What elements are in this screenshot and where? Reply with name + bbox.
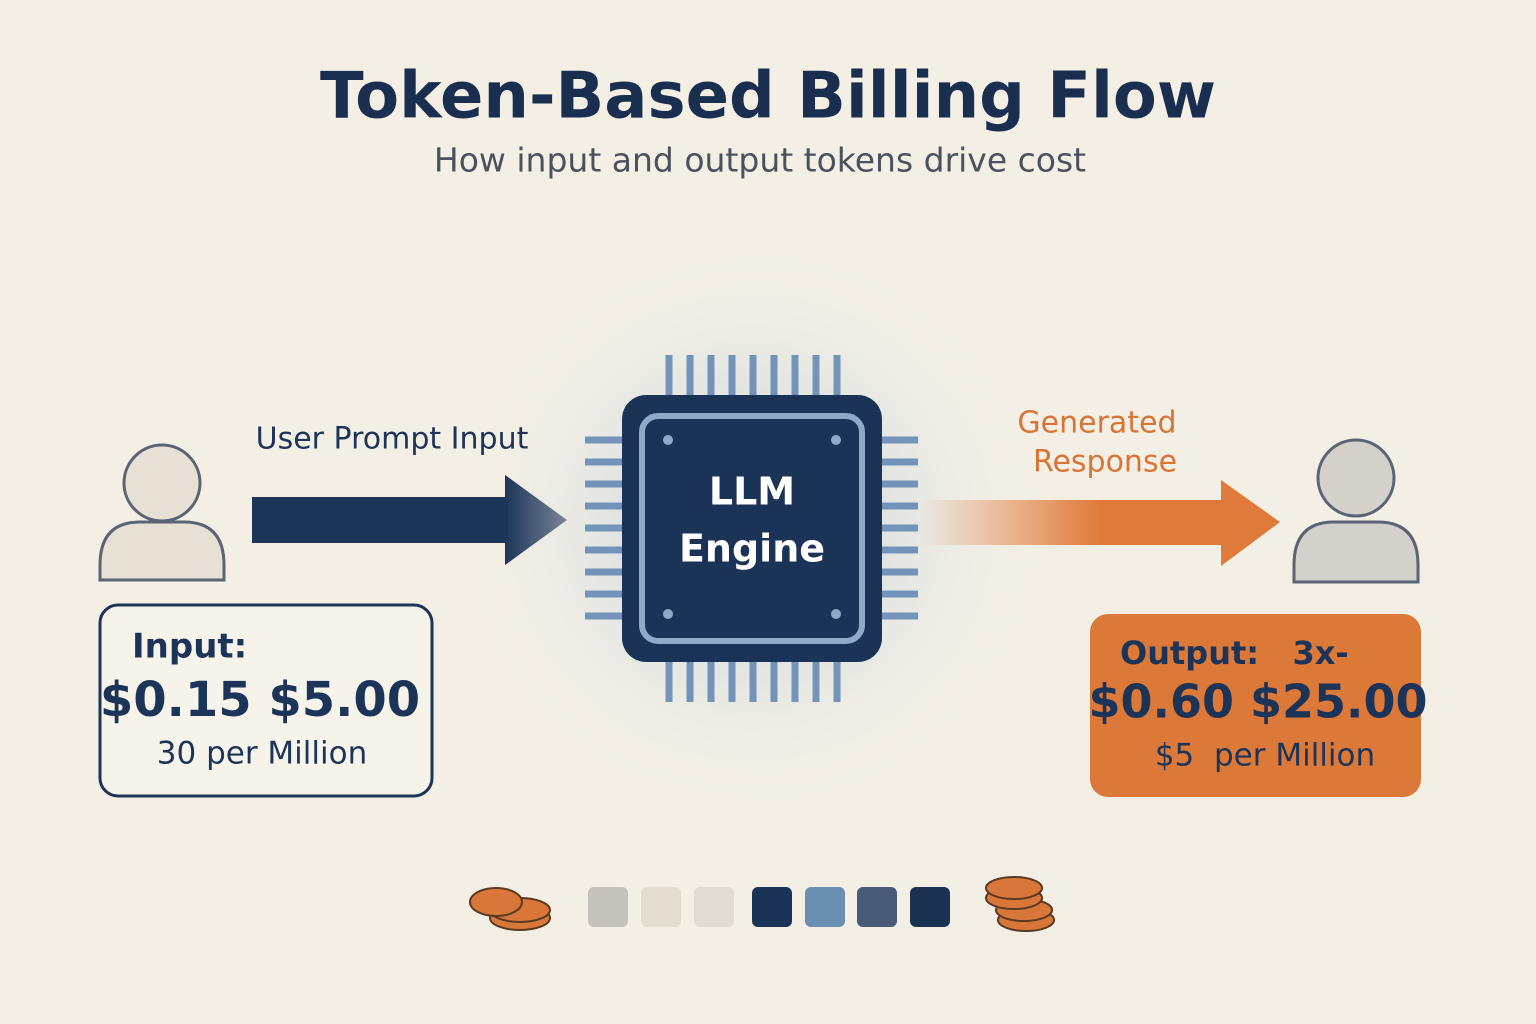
input-arrow-head — [505, 475, 567, 565]
output-unit: $5 per Million — [1155, 738, 1375, 774]
coins — [985, 876, 1055, 932]
input-price: $0.15 $5.00 — [100, 672, 420, 728]
output-arrow-head — [1221, 480, 1280, 566]
output-arrow — [920, 500, 1224, 545]
output-box-label: Output: 3x- — [1120, 634, 1349, 672]
output-box — [1090, 614, 1421, 797]
output-arrow-label: Response — [1033, 445, 1177, 480]
input-arrow — [252, 497, 508, 543]
output-price: $0.60 $25.00 — [1088, 675, 1427, 729]
chip-pins — [585, 355, 918, 702]
title: Token-Based Billing Flow — [320, 60, 1216, 134]
input-box — [98, 603, 434, 798]
chip-label: LLM — [709, 470, 795, 514]
output-arrow-label: Generated — [1017, 406, 1176, 441]
chip-label: Engine — [679, 527, 825, 571]
input-box-label: Input: — [132, 627, 247, 667]
subtitle: How input and output tokens drive cost — [434, 141, 1086, 180]
chip-dots — [663, 435, 841, 619]
input-unit: 30 per Million — [157, 736, 367, 772]
coins — [469, 887, 551, 931]
color-swatches — [588, 887, 950, 927]
user-icon — [98, 443, 226, 582]
chip-inner — [639, 413, 865, 644]
recipient-icon — [1292, 438, 1420, 584]
input-arrow-label: User Prompt Input — [256, 422, 529, 457]
chip — [622, 395, 882, 662]
